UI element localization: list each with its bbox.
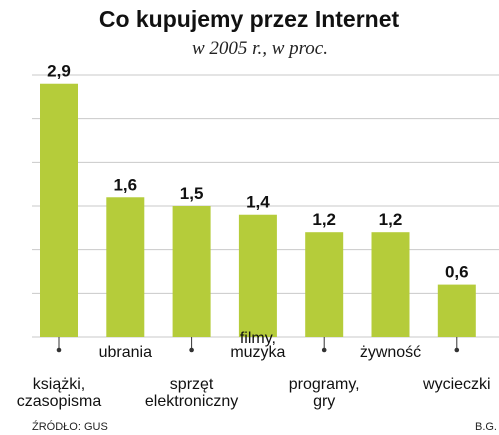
bar-value-label: 1,5	[180, 184, 204, 203]
bar-value-label: 2,9	[47, 62, 71, 81]
bar	[172, 206, 211, 337]
category-label: ubrania	[99, 344, 152, 361]
label-leader-dot	[454, 347, 460, 353]
category-label: czasopisma	[17, 393, 102, 410]
bar-value-label: 1,2	[312, 210, 336, 229]
category-label: książki,	[33, 376, 85, 393]
category-label: filmy,	[240, 330, 276, 347]
category-label: wycieczki	[422, 376, 491, 393]
bar-value-label: 1,2	[379, 210, 403, 229]
bar	[305, 232, 344, 337]
label-leader-dot	[189, 347, 194, 353]
bar	[437, 284, 476, 337]
category-label: elektroniczny	[145, 393, 238, 410]
label-leader-dot	[321, 347, 327, 353]
category-label: programy,	[289, 376, 360, 393]
author-note: B.G.	[475, 421, 497, 433]
bar-value-label: 1,6	[113, 175, 137, 194]
category-labels: książki,czasopisma ubrania sprzętelektroni…	[17, 330, 491, 410]
category-label: żywność	[360, 344, 421, 361]
bar-value-label: 0,6	[445, 263, 469, 282]
label-leader-dot	[56, 347, 62, 353]
chart-title: Co kupujemy przez Internet	[99, 6, 400, 32]
category-label: sprzęt	[170, 376, 214, 393]
bars: 2,9 1,6 1,5 1,4 1,2 1,2 0,6	[40, 62, 476, 337]
bar	[40, 83, 78, 337]
bar	[238, 214, 277, 337]
category-label: gry	[313, 393, 335, 410]
chart-subtitle: w 2005 r., w proc.	[192, 38, 328, 59]
category-label: muzyka	[230, 344, 285, 361]
bar	[106, 197, 145, 337]
bar	[371, 232, 410, 337]
bar-value-label: 1,4	[246, 193, 270, 212]
source-note: ŹRÓDŁO: GUS	[32, 420, 108, 433]
